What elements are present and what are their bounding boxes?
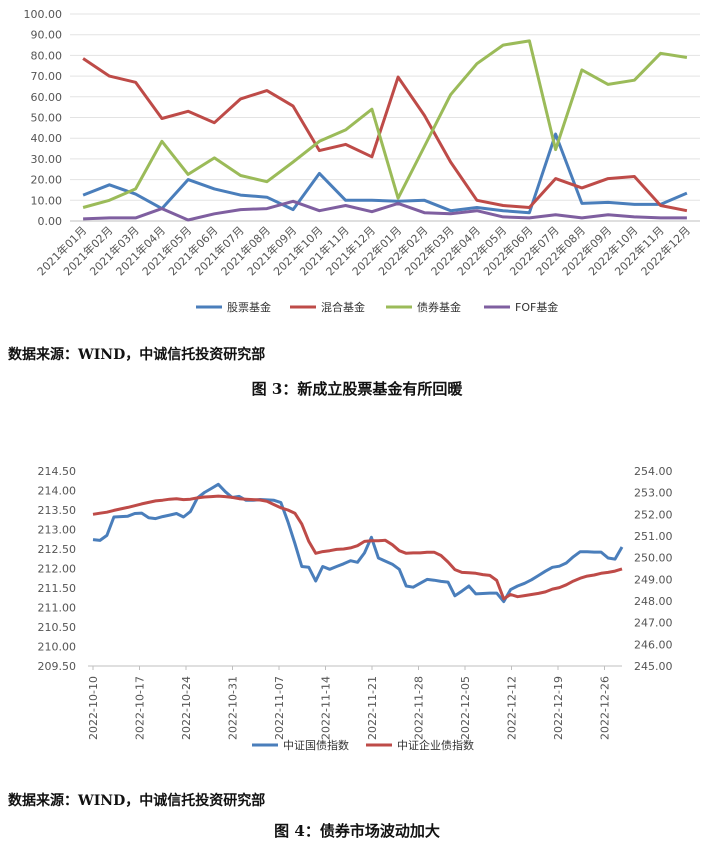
series-line-0 (82, 132, 688, 215)
left-y-tick-label: 212.00 (38, 563, 77, 576)
bond-index-line-chart: 214.50 214.00 213.50 213.00 212.50 212.00 211.… (38, 465, 673, 752)
x-tick-label: 2022-12-26 (599, 676, 612, 740)
x-tick-label: 2022-12-12 (506, 676, 519, 740)
series-line-1 (82, 57, 688, 213)
x-tick-label: 2022-11-21 (366, 676, 379, 740)
right-y-tick-label: 249.00 (634, 573, 673, 586)
series-line-2 (82, 39, 688, 209)
y-tick-label: 70.00 (31, 70, 63, 83)
x-tick-label: 2022-12-19 (552, 676, 565, 740)
x-tick-label: 2022-12-05 (459, 676, 472, 740)
left-y-tick-label: 210.50 (38, 621, 77, 634)
y-tick-label: 100.00 (24, 8, 63, 21)
legend-label: 中证国债指数 (283, 738, 349, 752)
right-y-tick-label: 253.00 (634, 487, 673, 500)
y-tick-label: 0.00 (38, 215, 63, 228)
x-tick-label: 2022-10-31 (227, 676, 240, 740)
y-tick-label: 50.00 (31, 112, 63, 125)
right-y-tick-label: 248.00 (634, 595, 673, 608)
y-tick-label: 90.00 (31, 29, 63, 42)
chart2-source-note: 数据来源：WIND，中诚信托投资研究部 (8, 793, 266, 809)
left-y-tick-label: 210.00 (38, 641, 77, 654)
legend-label: FOF基金 (515, 300, 558, 314)
x-tick-label: 2022-11-28 (413, 676, 426, 740)
left-y-tick-label: 213.00 (38, 524, 77, 537)
left-y-tick-label: 213.50 (38, 504, 77, 517)
legend-label: 股票基金 (227, 300, 271, 314)
right-y-tick-label: 252.00 (634, 508, 673, 521)
y-tick-label: 40.00 (31, 132, 63, 145)
x-tick-label: 2022-10-17 (134, 676, 147, 740)
x-tick-label: 2022-10-10 (87, 676, 100, 740)
right-y-tick-label: 254.00 (634, 465, 673, 478)
y-tick-label: 80.00 (31, 49, 63, 62)
chart1-source-note: 数据来源：WIND，中诚信托投资研究部 (8, 347, 266, 363)
left-y-tick-label: 214.50 (38, 465, 77, 478)
right-y-tick-label: 250.00 (634, 552, 673, 565)
right-y-tick-label: 246.00 (634, 638, 673, 651)
y-tick-label: 60.00 (31, 91, 63, 104)
left-y-tick-label: 212.50 (38, 543, 77, 556)
left-y-tick-label: 211.00 (38, 602, 77, 615)
series-line-0 (92, 482, 624, 604)
legend-label: 中证企业债指数 (397, 738, 474, 752)
y-tick-label: 30.00 (31, 153, 63, 166)
x-tick-label: 2022-10-24 (180, 676, 193, 740)
x-tick-label: 2022-11-14 (320, 676, 333, 740)
right-y-tick-label: 251.00 (634, 530, 673, 543)
left-y-tick-label: 214.00 (38, 485, 77, 498)
chart1-caption: 图 3：新成立股票基金有所回暖 (251, 380, 463, 398)
left-y-tick-label: 209.50 (38, 660, 77, 673)
series-line-3 (83, 199, 687, 222)
legend-label: 混合基金 (321, 300, 365, 314)
series-line-1 (92, 494, 623, 601)
right-y-tick-label: 247.00 (634, 617, 673, 630)
y-tick-label: 20.00 (31, 174, 63, 187)
chart2-caption: 图 4：债券市场波动加大 (274, 822, 440, 840)
left-y-tick-label: 211.50 (38, 582, 77, 595)
right-y-tick-label: 245.00 (634, 660, 673, 673)
fund-issuance-line-chart: 100.00 90.00 80.00 70.00 60.00 50.00 40.00 30.0… (24, 8, 700, 314)
x-tick-label: 2022-11-07 (273, 676, 286, 740)
legend-label: 债券基金 (417, 300, 461, 314)
y-tick-label: 10.00 (31, 194, 63, 207)
